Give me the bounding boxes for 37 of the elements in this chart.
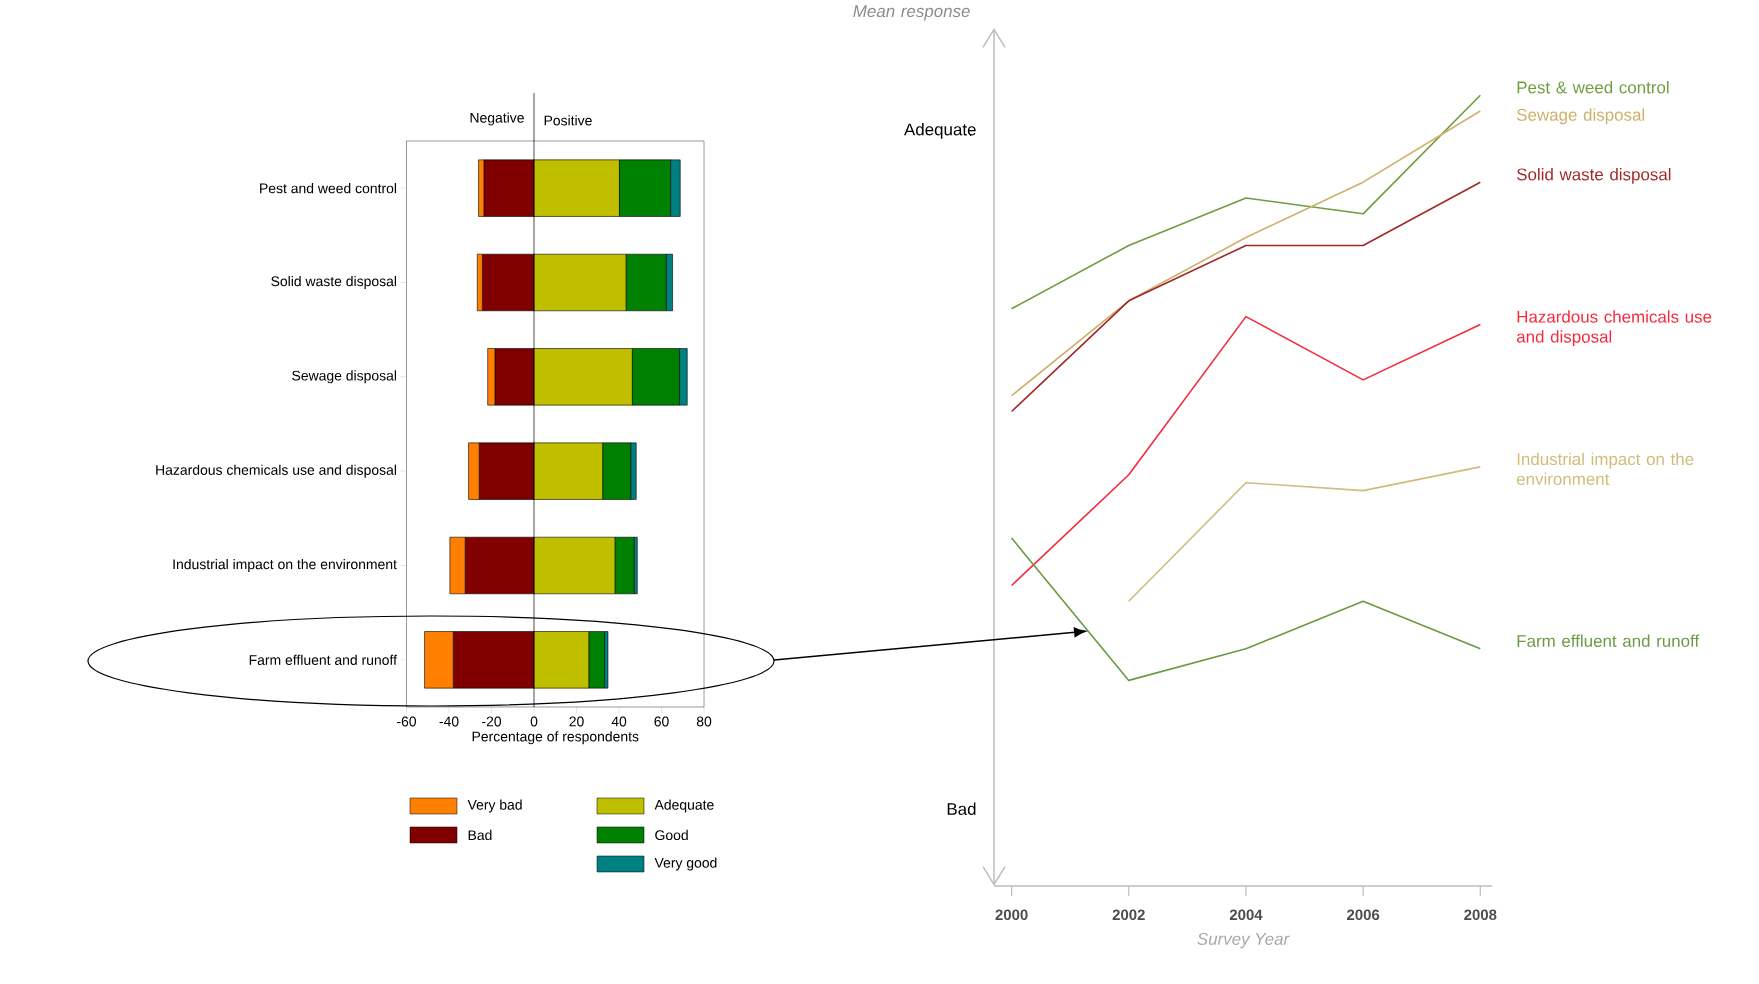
x-axis-title: Percentage of respondents: [472, 731, 639, 745]
x-axis-title: Survey Year: [1197, 932, 1290, 949]
x-tick-label: -20: [482, 716, 502, 727]
text: Industrial impact on the environment: [1516, 452, 1694, 486]
y-tick-label: Pest and weed control: [260, 183, 397, 194]
y-tick-label: Industrial impact on the environment: [173, 559, 397, 572]
text: Solid waste disposal: [1516, 167, 1671, 184]
text: Hazardous chemicals use and disposal: [1516, 310, 1712, 347]
y-axis-title: Mean response: [853, 5, 970, 21]
x-tick-label: 2004: [1229, 909, 1263, 921]
x-tick-label: 0: [530, 716, 538, 727]
x-tick-label: 60: [654, 716, 669, 727]
legend-label: Good: [655, 829, 688, 841]
text: Positive: [544, 115, 592, 126]
legend-label: Bad: [468, 829, 492, 841]
text: Sewage disposal: [1516, 108, 1645, 125]
text: Negative: [470, 112, 524, 126]
y-tick-label: Farm effluent and runoff: [249, 654, 397, 665]
legend-label: Very good: [654, 857, 717, 871]
x-tick-label: 2000: [995, 909, 1028, 921]
x-tick-label: 80: [696, 716, 712, 727]
y-tick-label: Hazardous chemicals use and disposal: [156, 464, 397, 478]
x-tick-label: -60: [397, 716, 417, 727]
text: Farm effluent and runoff: [1517, 634, 1700, 647]
text: Pest & weed control: [1517, 81, 1669, 94]
text: Bad: [947, 802, 976, 816]
x-tick-label: 20: [569, 716, 584, 727]
legend-label: Adequate: [654, 799, 714, 813]
x-tick-label: 2002: [1112, 909, 1145, 921]
text: Adequate: [904, 123, 976, 139]
y-tick-label: Sewage disposal: [292, 370, 397, 384]
x-tick-label: 2008: [1464, 909, 1497, 921]
legend-label: Very bad: [467, 799, 522, 813]
x-tick-label: -40: [439, 716, 459, 727]
y-tick-label: Solid waste disposal: [271, 275, 397, 289]
x-tick-label: 2006: [1347, 909, 1380, 921]
x-tick-label: 40: [611, 716, 627, 727]
